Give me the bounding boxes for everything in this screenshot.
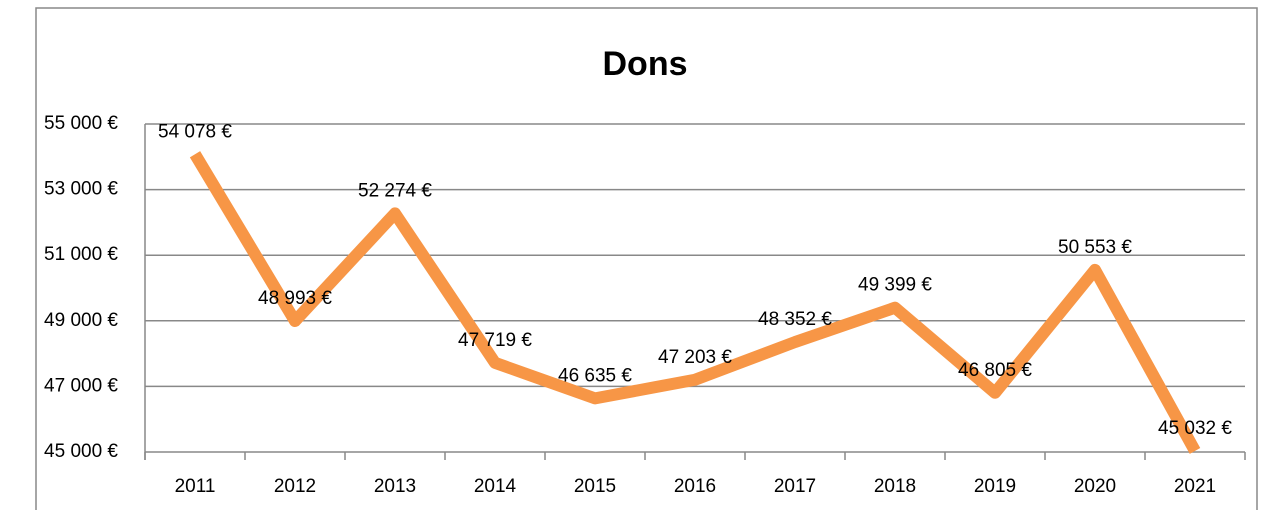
chart-frame [35,7,1258,510]
y-tick-label: 55 000 € [44,113,118,134]
chart-title: Dons [603,45,688,83]
x-tick-label: 2014 [474,476,517,497]
data-label: 47 719 € [458,330,532,351]
x-tick-label: 2016 [674,476,716,497]
data-label: 45 032 € [1158,418,1232,439]
data-label: 46 635 € [558,365,632,386]
x-tick-label: 2011 [175,476,216,497]
x-tick-label: 2020 [1074,476,1116,497]
y-tick-label: 51 000 € [44,244,118,265]
data-line [189,151,1201,454]
x-tick-label: 2018 [874,476,916,497]
x-tick-label: 2012 [274,476,316,497]
data-label: 50 553 € [1058,237,1132,258]
data-label: 49 399 € [858,275,932,296]
y-tick-label: 45 000 € [44,441,118,462]
x-tick-label: 2013 [374,476,416,497]
x-tick-label: 2015 [574,476,616,497]
x-tick-label: 2017 [774,476,816,497]
data-label: 46 805 € [958,360,1032,381]
x-tick-label: 2019 [974,476,1016,497]
y-tick-label: 49 000 € [44,310,118,331]
y-tick-label: 53 000 € [44,179,118,200]
x-tick-label: 2021 [1174,476,1216,497]
data-label: 52 274 € [358,180,432,201]
data-label: 48 993 € [258,288,332,309]
data-label: 48 352 € [758,309,832,330]
y-tick-label: 47 000 € [44,375,118,396]
data-label: 47 203 € [658,347,732,368]
data-label: 54 078 € [158,121,232,142]
